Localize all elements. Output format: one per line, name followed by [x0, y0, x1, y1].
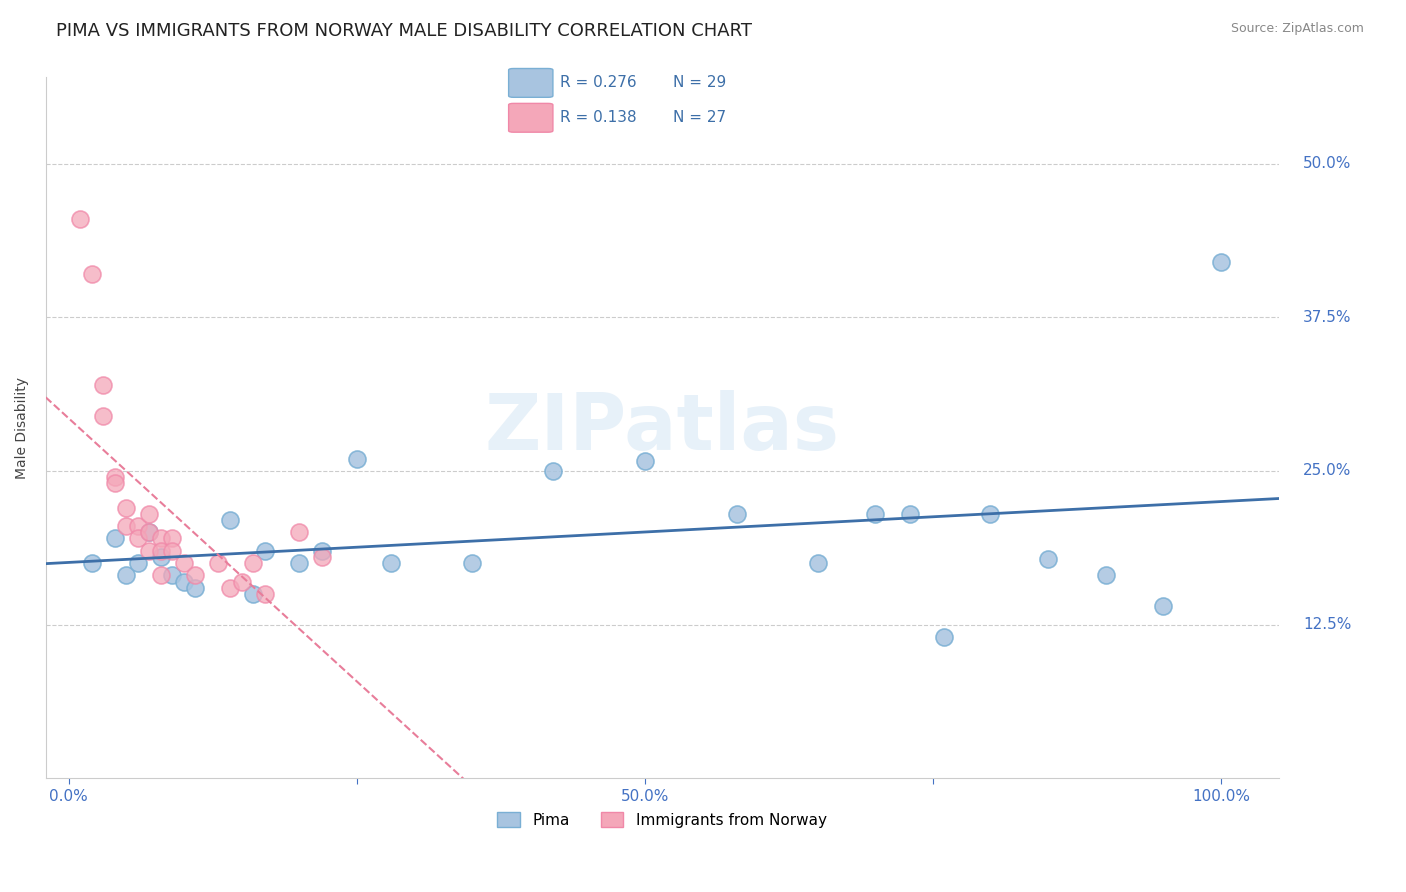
Point: [725, 507, 748, 521]
Text: N = 29: N = 29: [673, 75, 727, 90]
Text: 37.5%: 37.5%: [1303, 310, 1351, 325]
Text: R = 0.138: R = 0.138: [560, 110, 637, 125]
Point: [1209, 255, 1232, 269]
Text: Source: ZipAtlas.com: Source: ZipAtlas.com: [1230, 22, 1364, 36]
Point: [173, 556, 195, 570]
Point: [115, 568, 138, 582]
Point: [104, 476, 127, 491]
Point: [311, 549, 333, 564]
Point: [207, 556, 229, 570]
Point: [115, 519, 138, 533]
Point: [80, 556, 103, 570]
FancyBboxPatch shape: [509, 103, 553, 132]
Point: [380, 556, 402, 570]
Point: [127, 532, 149, 546]
Point: [461, 556, 484, 570]
Point: [253, 587, 276, 601]
Point: [138, 525, 160, 540]
Point: [219, 513, 242, 527]
Y-axis label: Male Disability: Male Disability: [15, 376, 30, 479]
Point: [149, 532, 172, 546]
Point: [162, 532, 184, 546]
Point: [288, 525, 311, 540]
Point: [138, 507, 160, 521]
Point: [807, 556, 830, 570]
Point: [634, 454, 657, 468]
Point: [1152, 599, 1174, 613]
Text: 25.0%: 25.0%: [1303, 463, 1351, 478]
Text: 12.5%: 12.5%: [1303, 617, 1351, 632]
Point: [311, 543, 333, 558]
Point: [541, 464, 564, 478]
Point: [184, 568, 207, 582]
Point: [184, 581, 207, 595]
Point: [138, 525, 160, 540]
Point: [149, 543, 172, 558]
Point: [865, 507, 887, 521]
Point: [219, 581, 242, 595]
Point: [104, 470, 127, 484]
Point: [138, 543, 160, 558]
FancyBboxPatch shape: [509, 69, 553, 97]
Point: [69, 211, 91, 226]
Point: [115, 500, 138, 515]
Point: [979, 507, 1001, 521]
Point: [242, 587, 264, 601]
Point: [149, 568, 172, 582]
Point: [127, 556, 149, 570]
Point: [149, 549, 172, 564]
Point: [162, 543, 184, 558]
Point: [242, 556, 264, 570]
Point: [253, 543, 276, 558]
Text: 50.0%: 50.0%: [1303, 156, 1351, 171]
Point: [1036, 552, 1059, 566]
Point: [127, 519, 149, 533]
Point: [80, 267, 103, 281]
Point: [346, 451, 368, 466]
Point: [898, 507, 921, 521]
Text: PIMA VS IMMIGRANTS FROM NORWAY MALE DISABILITY CORRELATION CHART: PIMA VS IMMIGRANTS FROM NORWAY MALE DISA…: [56, 22, 752, 40]
Point: [173, 574, 195, 589]
Text: ZIPatlas: ZIPatlas: [485, 390, 839, 466]
Point: [91, 409, 114, 423]
Point: [231, 574, 253, 589]
Legend: Pima, Immigrants from Norway: Pima, Immigrants from Norway: [491, 805, 832, 834]
Point: [91, 377, 114, 392]
Point: [162, 568, 184, 582]
Point: [104, 532, 127, 546]
Point: [934, 630, 956, 644]
Point: [288, 556, 311, 570]
Text: R = 0.276: R = 0.276: [560, 75, 637, 90]
Point: [1094, 568, 1116, 582]
Text: N = 27: N = 27: [673, 110, 727, 125]
